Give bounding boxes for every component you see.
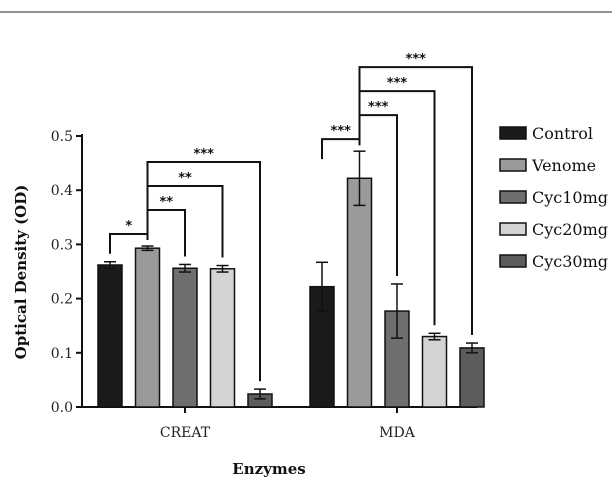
bar xyxy=(309,285,335,408)
legend-label: Venome xyxy=(531,156,596,175)
significance-bracket xyxy=(358,66,473,336)
significance-bracket xyxy=(321,138,361,160)
legend-swatch xyxy=(499,254,527,268)
y-tick-label: 0.4 xyxy=(51,183,73,199)
bar xyxy=(209,268,236,408)
legend-swatch xyxy=(499,158,527,172)
significance-label: *** xyxy=(368,100,389,115)
legend-swatch xyxy=(499,222,527,236)
bar xyxy=(97,264,123,408)
legend-label: Cyc10mg xyxy=(532,188,608,207)
significance-label: *** xyxy=(331,124,352,139)
significance-label: * xyxy=(125,219,132,234)
significance-label: *** xyxy=(387,76,408,91)
bar xyxy=(346,177,373,408)
x-axis-title: Enzymes xyxy=(232,460,305,478)
x-tick-label: CREAT xyxy=(160,425,211,441)
significance-label: ** xyxy=(159,195,173,210)
y-tick-label: 0.5 xyxy=(51,129,73,145)
legend-swatch xyxy=(499,190,527,204)
x-tick-label: MDA xyxy=(379,425,416,441)
significance-label: ** xyxy=(178,171,192,186)
y-tick-label: 0.3 xyxy=(51,237,73,253)
bar xyxy=(134,247,161,408)
legend-swatch xyxy=(499,126,527,140)
bar xyxy=(459,347,485,408)
y-tick-label: 0.0 xyxy=(51,400,73,416)
legend: Control Venome Cyc10mg Cyc20mg Cyc30mg xyxy=(499,124,608,271)
legend-label: Control xyxy=(532,124,593,143)
significance-bracket xyxy=(146,161,261,382)
y-axis-title: Optical Density (OD) xyxy=(12,185,30,360)
bar xyxy=(421,335,448,408)
significance-label: *** xyxy=(194,147,215,162)
significance-label: *** xyxy=(406,52,427,67)
y-tick-label: 0.2 xyxy=(51,292,73,308)
legend-label: Cyc20mg xyxy=(532,220,608,239)
legend-label: Cyc30mg xyxy=(532,252,608,271)
y-tick-label: 0.1 xyxy=(51,346,73,362)
bar xyxy=(172,267,198,408)
